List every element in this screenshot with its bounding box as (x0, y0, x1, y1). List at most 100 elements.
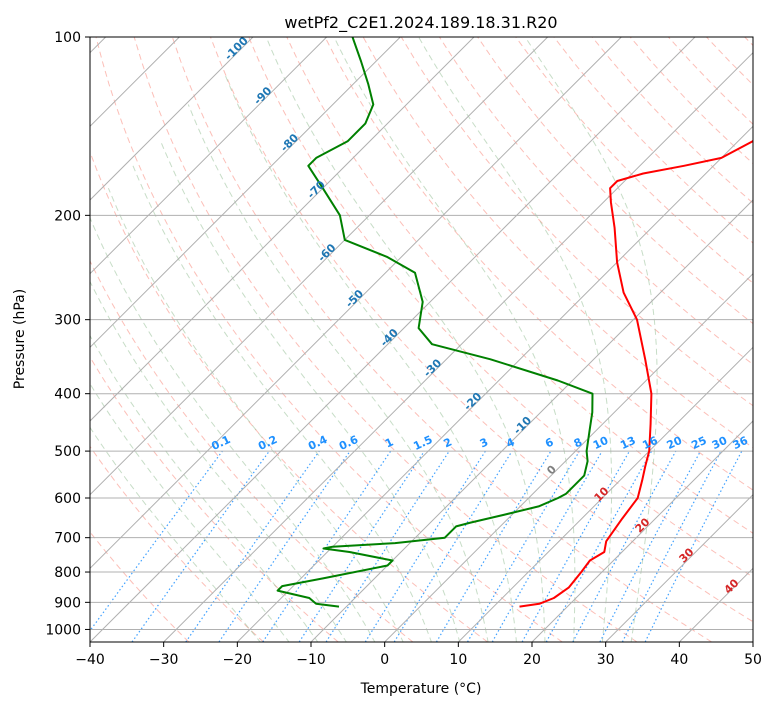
isotherm-label: -70 (305, 178, 328, 201)
mixing-ratio-line (435, 450, 552, 642)
isotherm-label: -10 (511, 414, 534, 437)
isotherm-line (236, 125, 753, 642)
mixing-ratio-label: 6 (543, 435, 556, 450)
mixing-ratio-label: 1.5 (411, 433, 434, 453)
isotherm-line (90, 37, 622, 570)
isotherm-line (90, 37, 549, 496)
isotherm-label: -30 (421, 356, 444, 379)
moist-adiabat-line (333, 37, 576, 642)
dry-adiabat-line (706, 37, 753, 86)
dry-adiabat-line (553, 37, 753, 244)
isotherm-line (90, 37, 696, 642)
x-tick-label: 0 (380, 652, 389, 668)
y-tick-label: 100 (54, 30, 81, 46)
dry-adiabat-line (90, 259, 414, 642)
mixing-ratio-line (572, 450, 677, 642)
background-lines (90, 37, 753, 642)
dry-adiabat-line (744, 37, 753, 47)
isotherm-line (90, 37, 401, 349)
y-tick-label: 900 (54, 595, 81, 611)
y-tick-label: 700 (54, 531, 81, 547)
line-labels: -100-90-80-70-60-50-40-30-20-10010203040… (209, 34, 750, 596)
mixing-ratio-line (298, 450, 425, 642)
x-tick-label: −40 (75, 652, 105, 668)
dry-adiabat-line (95, 37, 563, 642)
mixing-ratio-line (325, 450, 450, 642)
dry-adiabat-label: 30 (677, 545, 697, 565)
mixing-ratio-label: 0.2 (256, 433, 279, 453)
isotherm-line (163, 51, 753, 642)
x-tick-label: 40 (670, 652, 688, 668)
isotherm-line (90, 37, 254, 201)
mixing-ratio-line (262, 450, 392, 642)
x-tick-label: 20 (523, 652, 541, 668)
dry-adiabat-line (171, 37, 712, 642)
moist-adiabat-line (524, 37, 658, 642)
y-tick-label: 500 (54, 444, 81, 460)
isotherm-line (90, 37, 328, 275)
isotherm-label: -60 (315, 241, 338, 264)
moist-adiabat-line (90, 382, 290, 642)
x-tick-label: −10 (296, 652, 326, 668)
x-tick-label: 10 (449, 652, 467, 668)
y-tick-label: 400 (54, 387, 81, 403)
mixing-ratio-label: 3 (478, 435, 490, 450)
moist-adiabat-line (132, 165, 432, 642)
dry-adiabat-line (90, 150, 488, 642)
dry-adiabat-line (324, 37, 753, 491)
isotherm-line (384, 272, 753, 642)
y-tick-label: 300 (54, 313, 81, 329)
x-tick-label: −20 (223, 652, 253, 668)
isotherm-line (457, 346, 753, 642)
x-axis-label: Temperature (°C) (360, 681, 482, 697)
mixing-ratio-label: 0.1 (209, 433, 232, 453)
moist-adiabat-line (160, 141, 461, 642)
mixing-ratio-label: 36 (731, 434, 751, 452)
chart-title: wetPf2_C2E1.2024.189.18.31.R20 (284, 13, 557, 33)
dry-adiabat-line (90, 531, 190, 642)
plot-frame (89, 36, 754, 643)
mixing-ratio-line (393, 450, 513, 642)
temperature-profile-line (519, 139, 753, 608)
mixing-ratio-label: 16 (640, 434, 660, 452)
moist-adiabat-line (90, 426, 261, 642)
mixing-ratio-label: 13 (618, 434, 637, 452)
isotherm-label: -80 (278, 131, 301, 154)
mixing-ratio-label: 0.4 (306, 433, 329, 453)
dry-adiabat-line (515, 37, 753, 284)
dry-adiabat-line (133, 37, 638, 642)
mixing-ratio-line (90, 450, 223, 632)
y-tick-label: 200 (54, 208, 81, 224)
mixing-ratio-label: 0.6 (337, 433, 360, 453)
dry-adiabat-line (477, 37, 753, 325)
mixing-ratio-line (644, 450, 743, 642)
mixing-ratio-line (185, 450, 320, 642)
mixing-ratio-label: 30 (710, 434, 730, 452)
moist-adiabat-line (90, 280, 347, 642)
dry-adiabat-label: 40 (722, 576, 742, 596)
dry-adiabat-line (90, 356, 339, 642)
dry-adiabat-line (210, 37, 753, 623)
moist-adiabat-line (107, 188, 404, 642)
y-tick-label: 800 (54, 565, 81, 581)
dewpoint-profile-line (276, 37, 594, 608)
moist-adiabat-line (90, 216, 376, 642)
profile-lines (276, 37, 753, 608)
mixing-ratio-label: 25 (689, 434, 708, 452)
dry-adiabat-line (286, 37, 753, 534)
isotherm-label: -40 (378, 326, 401, 349)
y-tick-label: 1000 (45, 622, 81, 638)
x-tick-label: −30 (149, 652, 179, 668)
dry-adiabat-line (90, 445, 264, 642)
mixing-ratio-label: 20 (665, 434, 685, 452)
y-axis-label: Pressure (hPa) (12, 289, 28, 389)
moist-adiabat-line (223, 72, 518, 642)
isotherm-label: -50 (343, 287, 366, 310)
mixing-ratio-label: 1 (383, 435, 395, 450)
x-tick-label: 50 (744, 652, 762, 668)
mixing-ratio-label: 10 (591, 434, 611, 452)
y-tick-label: 600 (54, 491, 81, 507)
mixing-ratio-label: 8 (572, 435, 584, 450)
isotherm-line (90, 37, 475, 422)
